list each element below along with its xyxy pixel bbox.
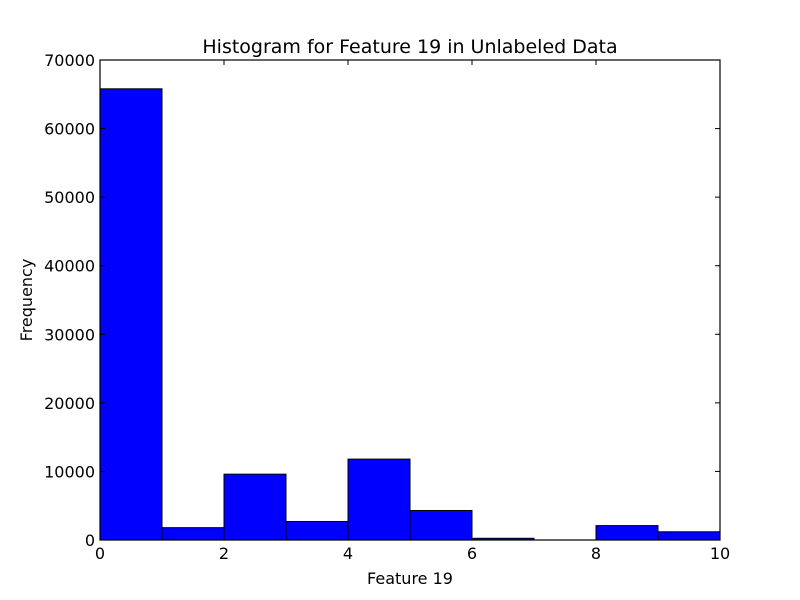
ticks-group: 0 2 4 6 8 10 0 10000 20000 30000 40000 50000 60000 70… [44, 51, 730, 563]
y-tick-label: 30000 [44, 325, 95, 344]
y-tick-label: 50000 [44, 188, 95, 207]
bars-group [99, 88, 721, 541]
y-tick-label: 60000 [44, 120, 95, 139]
y-tick-label: 0 [85, 531, 95, 550]
histogram-bar-2 [223, 473, 287, 541]
x-tick-label: 4 [343, 544, 353, 563]
histogram-bar-9 [657, 531, 721, 541]
y-tick-label: 20000 [44, 394, 95, 413]
plot-frame [99, 59, 721, 541]
y-tick-label: 10000 [44, 462, 95, 481]
histogram-bar-8 [595, 525, 659, 541]
y-tick-label: 40000 [44, 257, 95, 276]
histogram-bar-4 [347, 458, 411, 541]
x-tick-label: 2 [219, 544, 229, 563]
x-tick-label: 10 [710, 544, 730, 563]
y-tick-label: 70000 [44, 51, 95, 70]
histogram-bar-0 [99, 88, 163, 541]
histogram-bar-1 [161, 527, 225, 541]
histogram-bar-5 [409, 510, 473, 541]
chart-title: Histogram for Feature 19 in Unlabeled Da… [202, 36, 617, 58]
x-axis-title: Feature 19 [367, 569, 453, 588]
histogram-bar-3 [285, 520, 349, 541]
x-tick-label: 0 [95, 544, 105, 563]
x-tick-label: 6 [467, 544, 477, 563]
y-axis-title: Frequency [17, 259, 36, 342]
x-tick-label: 8 [591, 544, 601, 563]
